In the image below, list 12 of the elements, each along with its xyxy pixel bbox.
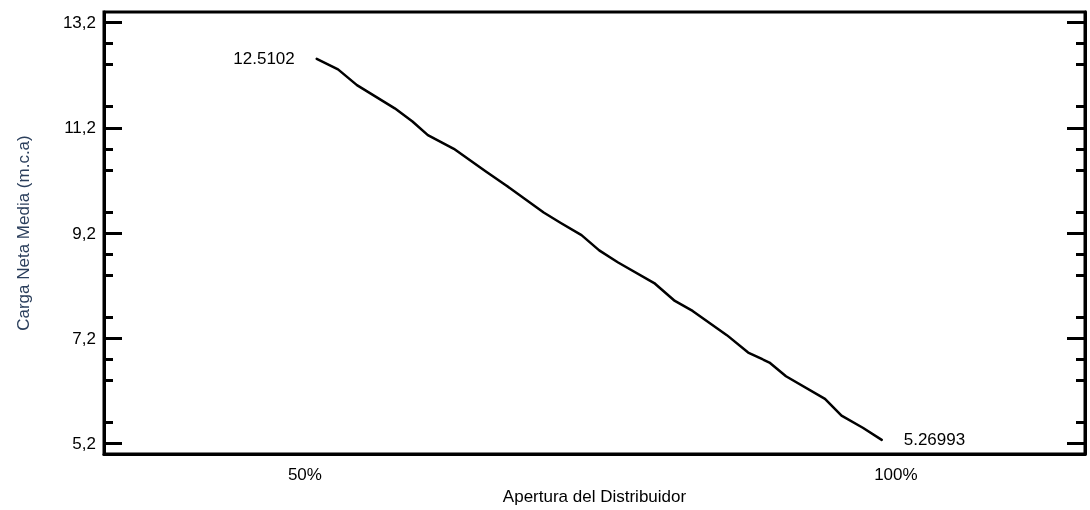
y-tick-label: 7,2	[72, 328, 96, 348]
y-tick-label: 5,2	[72, 434, 96, 454]
x-tick-label: 50%	[287, 465, 322, 485]
y-tick-label: 9,2	[72, 223, 96, 243]
annotation: 12.5102	[233, 49, 295, 69]
y-tick-label: 11,2	[64, 118, 96, 138]
x-tick-label: 100%	[874, 465, 918, 485]
y-tick-label: 13,2	[62, 13, 96, 33]
annotation: 5.26993	[903, 430, 966, 450]
line-series	[315, 57, 883, 442]
x-axis-title: Apertura del Distribuidor	[502, 487, 687, 506]
y-axis-title: Carga Neta Media (m.c.a)	[14, 135, 33, 331]
